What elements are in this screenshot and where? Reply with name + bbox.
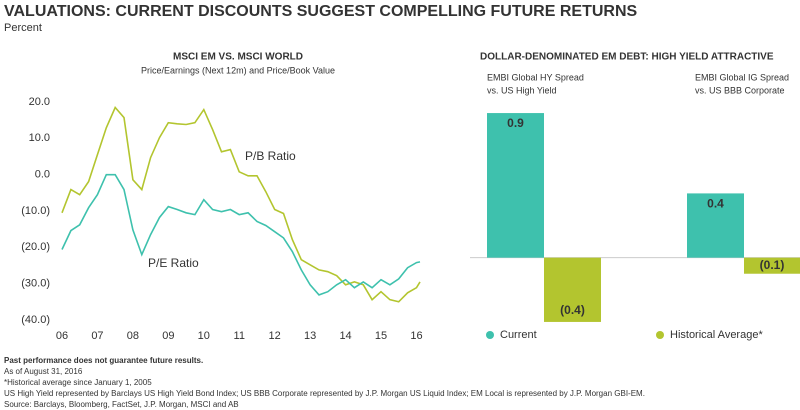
bar	[487, 113, 544, 258]
bar	[544, 257, 601, 322]
category-label: EMBI Global IG Spread	[695, 72, 789, 82]
x-tick-label: 06	[56, 330, 68, 342]
x-tick-label: 16	[410, 330, 422, 342]
x-tick-label: 10	[198, 330, 210, 342]
footnote: US High Yield represented by Barclays US…	[4, 389, 645, 398]
chart-title: DOLLAR-DENOMINATED EM DEBT: HIGH YIELD A…	[480, 52, 774, 63]
category-label: vs. US High Yield	[487, 85, 557, 95]
series-label: P/B Ratio	[245, 149, 296, 163]
legend-swatch	[656, 331, 664, 339]
y-tick-label: 10.0	[29, 132, 50, 144]
y-tick-label: 0.0	[35, 169, 50, 181]
legend-label: Historical Average*	[670, 329, 763, 341]
value-label: 0.9	[507, 116, 524, 130]
x-tick-label: 11	[234, 330, 245, 342]
page-subtitle: Percent	[4, 22, 42, 34]
value-label: (0.1)	[760, 258, 785, 272]
x-tick-label: 12	[269, 330, 281, 342]
x-tick-label: 13	[304, 330, 316, 342]
x-tick-label: 08	[127, 330, 139, 342]
x-tick-label: 09	[162, 330, 174, 342]
bar	[687, 193, 744, 258]
chart-subtitle: Price/Earnings (Next 12m) and Price/Book…	[141, 65, 335, 75]
value-label: 0.4	[707, 197, 724, 211]
legend-swatch	[486, 331, 494, 339]
footnote: *Historical average since January 1, 200…	[4, 378, 152, 387]
footnote: Past performance does not guarantee futu…	[4, 356, 203, 365]
category-label: EMBI Global HY Spread	[487, 72, 584, 82]
y-tick-label: (30.0)	[21, 278, 50, 290]
y-tick-label: (10.0)	[21, 205, 50, 217]
bar	[744, 257, 800, 274]
category-label: vs. US BBB Corporate	[695, 85, 785, 95]
series-line	[61, 173, 421, 296]
footnote: As of August 31, 2016	[4, 367, 83, 376]
series-line	[61, 106, 421, 303]
chart-title: MSCI EM VS. MSCI WORLD	[173, 52, 303, 63]
series-label: P/E Ratio	[148, 256, 199, 270]
y-tick-label: (20.0)	[21, 241, 50, 253]
value-label: (0.4)	[560, 303, 585, 317]
y-tick-label: 20.0	[29, 96, 50, 108]
footnote: Source: Barclays, Bloomberg, FactSet, J.…	[4, 400, 239, 409]
y-tick-label: (40.0)	[21, 314, 50, 326]
x-tick-label: 14	[339, 330, 351, 342]
x-tick-label: 15	[375, 330, 387, 342]
x-tick-label: 07	[91, 330, 103, 342]
legend-label: Current	[500, 329, 537, 341]
page-title: VALUATIONS: CURRENT DISCOUNTS SUGGEST CO…	[4, 3, 638, 20]
